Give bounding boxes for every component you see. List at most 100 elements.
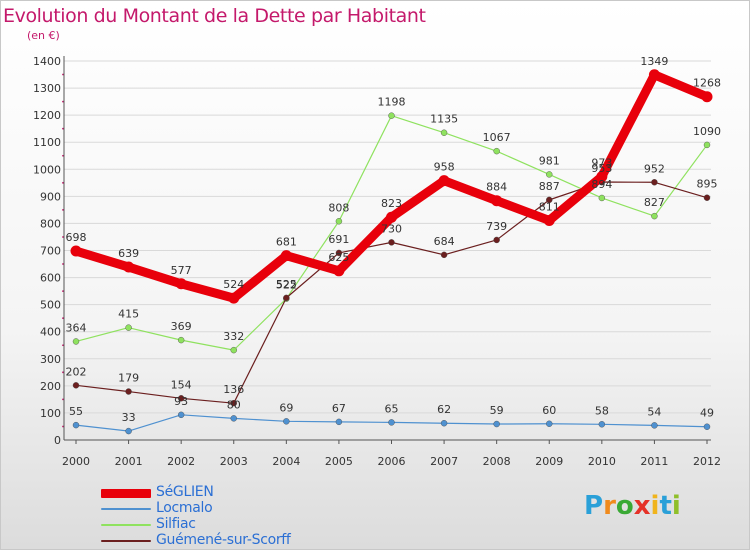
y-minor-tick	[62, 208, 64, 211]
x-tick-label-2004: 2004	[272, 455, 300, 468]
data-point-3-7	[440, 251, 448, 259]
data-label-1-11: 54	[647, 405, 661, 418]
y-tick-label-1100: 1100	[33, 136, 61, 149]
x-tick-label-2008: 2008	[483, 455, 511, 468]
grid-lines	[64, 60, 711, 441]
data-label-1-12: 49	[700, 407, 714, 420]
data-point-3-4	[283, 294, 290, 302]
y-minor-tick	[62, 73, 64, 76]
data-point-3-3	[230, 399, 237, 407]
data-point-1-9	[546, 420, 553, 427]
data-label-0-0: 698	[66, 231, 87, 244]
data-label-1-1: 33	[122, 411, 136, 424]
data-point-0-7	[438, 175, 450, 187]
data-point-0-9	[543, 214, 555, 226]
data-label-3-2: 154	[171, 378, 192, 391]
data-point-3-6	[388, 239, 395, 246]
data-label-0-5: 625	[328, 251, 349, 264]
x-tick-label-2012: 2012	[693, 455, 721, 468]
y-tick-label-400: 400	[40, 326, 61, 339]
legend-label-0: SéGLIEN	[156, 484, 214, 500]
data-point-0-2	[175, 278, 187, 290]
y-minor-tick	[62, 290, 64, 293]
y-tick-label-700: 700	[40, 245, 61, 258]
y-tick-labels: 0 100 200 300 400 500 600 700 800 900 1000 1100 1200…	[33, 55, 61, 447]
y-tick-label-1300: 1300	[33, 82, 61, 95]
y-minor-tick	[62, 344, 64, 347]
chart-subtitle: (en €)	[27, 29, 60, 42]
data-label-2-2: 369	[171, 320, 192, 333]
data-label-0-10: 973	[591, 157, 612, 170]
data-label-0-7: 958	[434, 161, 455, 174]
data-point-2-10	[598, 194, 606, 202]
data-label-3-6: 730	[381, 222, 402, 235]
data-label-3-4: 525	[276, 278, 297, 291]
data-point-1-2	[177, 411, 185, 419]
chart-title: Evolution du Montant de la Dette par Hab…	[3, 5, 426, 27]
y-tick-label-1000: 1000	[33, 163, 61, 176]
data-point-3-11	[651, 179, 658, 186]
data-label-1-7: 62	[437, 403, 451, 416]
data-point-0-8	[491, 195, 503, 207]
data-label-1-3: 80	[227, 398, 241, 411]
y-minor-tick	[62, 181, 64, 184]
data-label-3-7: 684	[434, 235, 455, 248]
data-point-3-5	[335, 249, 343, 257]
data-label-0-8: 884	[486, 181, 507, 194]
y-tick-label-100: 100	[40, 407, 61, 420]
data-label-3-10: 953	[591, 162, 612, 175]
data-point-2-7	[440, 129, 448, 136]
data-label-2-12: 1090	[693, 125, 721, 138]
data-point-0-4	[280, 250, 292, 262]
data-label-1-5: 67	[332, 402, 346, 415]
legend-swatch-3	[101, 540, 151, 542]
data-point-2-2	[177, 336, 185, 344]
y-minor-tick	[62, 236, 64, 238]
data-label-0-9: 811	[539, 200, 560, 213]
data-point-0-5	[333, 265, 345, 277]
data-point-1-11	[651, 422, 658, 429]
legend-swatch-2	[101, 524, 151, 526]
legend-swatch-1	[101, 508, 151, 510]
data-point-0-12	[701, 91, 713, 103]
data-label-0-2: 577	[171, 264, 192, 277]
data-point-0-1	[123, 261, 135, 273]
data-point-1-7	[440, 420, 448, 427]
data-point-0-3	[228, 292, 240, 304]
legend-label-3: Guémené-sur-Scorff	[156, 532, 291, 548]
data-point-1-4	[283, 418, 290, 425]
data-point-3-9	[546, 196, 553, 204]
data-labels: 55 33 93 80 69 67 65 62 59 60 58 54 49 364 415 369 332 52…	[66, 55, 722, 424]
data-point-2-9	[546, 171, 553, 178]
data-label-1-8: 59	[490, 404, 504, 417]
y-tick-label-0: 0	[54, 434, 61, 447]
data-point-1-6	[388, 419, 395, 426]
data-label-3-8: 739	[486, 220, 507, 233]
data-label-2-3: 332	[223, 330, 244, 343]
data-label-3-11: 952	[644, 162, 665, 175]
y-tick-label-1400: 1400	[33, 55, 61, 68]
y-tick-label-600: 600	[40, 272, 61, 285]
data-point-2-1	[125, 324, 132, 331]
data-point-3-12	[703, 194, 711, 201]
x-tick-label-2011: 2011	[640, 455, 668, 468]
x-tick-label-2009: 2009	[535, 455, 563, 468]
data-point-2-5	[335, 218, 343, 225]
data-point-3-8	[493, 236, 500, 244]
data-point-2-6	[388, 112, 395, 119]
legend-label-2: Silfiac	[156, 516, 196, 532]
x-tick-label-2000: 2000	[62, 455, 90, 468]
data-point-2-0	[72, 338, 80, 345]
data-point-0-11	[648, 69, 660, 81]
data-point-2-8	[493, 147, 500, 155]
data-label-1-0: 55	[69, 405, 83, 418]
series-lines	[70, 69, 713, 435]
data-label-3-5: 691	[328, 233, 349, 246]
data-point-1-1	[125, 427, 132, 435]
data-label-3-9: 887	[539, 180, 560, 193]
data-label-0-12: 1268	[693, 77, 721, 90]
y-minor-tick	[62, 263, 64, 265]
data-label-0-1: 639	[118, 247, 139, 260]
data-label-2-4: 522	[276, 279, 297, 292]
